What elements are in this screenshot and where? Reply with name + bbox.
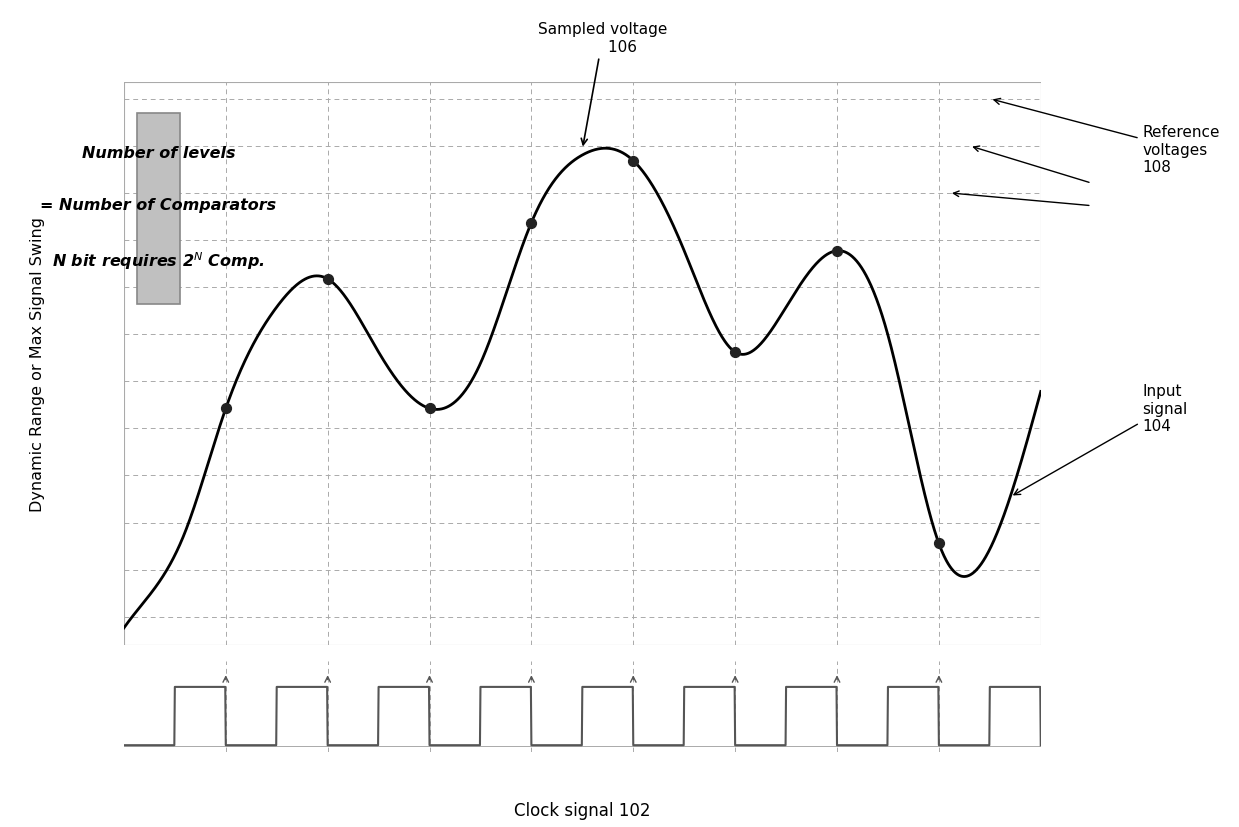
Point xyxy=(216,402,235,415)
Point xyxy=(522,217,541,230)
Text: Number of levels: Number of levels xyxy=(82,146,235,161)
Point xyxy=(929,538,949,551)
Text: = Number of Comparators: = Number of Comparators xyxy=(41,198,276,213)
Text: Input
signal
104: Input signal 104 xyxy=(1014,384,1188,495)
Point xyxy=(725,346,745,359)
Point xyxy=(828,245,847,258)
Text: Dynamic Range or Max Signal Swing: Dynamic Range or Max Signal Swing xyxy=(30,217,45,511)
Text: Clock signal 102: Clock signal 102 xyxy=(514,801,650,820)
Text: Sampled voltage
        106: Sampled voltage 106 xyxy=(538,22,668,146)
Text: Reference
voltages
108: Reference voltages 108 xyxy=(994,99,1220,175)
Text: N bit requires 2$^N$ Comp.: N bit requires 2$^N$ Comp. xyxy=(52,251,265,272)
Point xyxy=(420,402,440,415)
Point xyxy=(317,273,337,286)
FancyBboxPatch shape xyxy=(136,113,181,305)
Point xyxy=(623,155,643,168)
